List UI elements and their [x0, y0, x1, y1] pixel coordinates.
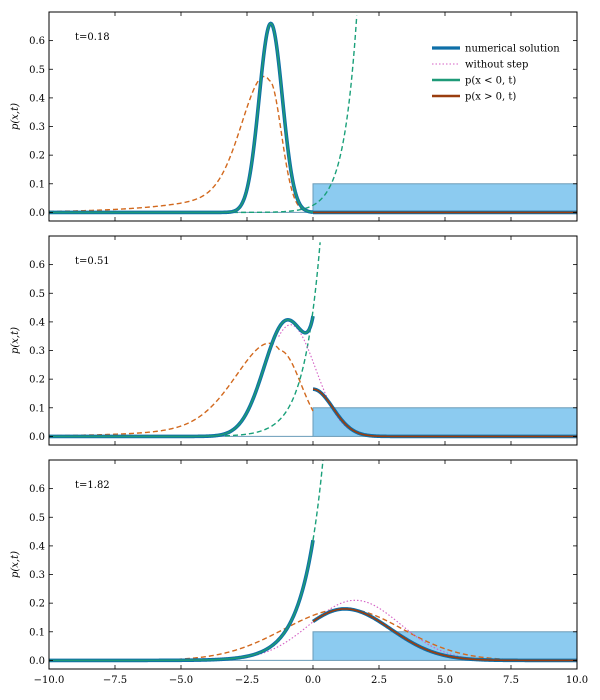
dashed-left-curve: [49, 342, 314, 437]
x-tick-label: −5.0: [169, 675, 193, 686]
y-axis-label: p(x,t): [10, 327, 21, 354]
y-tick-label: 0.5: [29, 513, 45, 524]
right-curve: [312, 608, 577, 662]
y-tick-label: 0.0: [29, 656, 45, 667]
time-label: t=0.18: [75, 32, 110, 43]
y-tick-label: 0.4: [29, 317, 45, 328]
y-tick-label: 0.6: [29, 260, 45, 271]
y-tick-label: 0.2: [29, 599, 45, 610]
y-tick-label: 0.1: [29, 627, 45, 638]
time-label: t=1.82: [75, 480, 110, 491]
x-tick-label: 5.0: [437, 675, 453, 686]
y-tick-label: 0.0: [29, 208, 45, 219]
y-tick-label: 0.3: [29, 346, 45, 357]
numerical-left: [49, 21, 314, 215]
legend: numerical solution without step p(x < 0, t…: [432, 44, 560, 103]
step-potential: [312, 183, 577, 213]
x-tick-label: 10.0: [566, 675, 588, 686]
dashed-left-curve: [49, 75, 314, 213]
x-tick-label: −2.5: [235, 675, 259, 686]
y-tick-label: 0.2: [29, 375, 45, 386]
y-tick-label: 0.2: [29, 151, 45, 162]
dashed-right-curve: [49, 15, 358, 214]
legend-label-numerical: numerical solution: [465, 44, 560, 55]
y-tick-label: 0.5: [29, 65, 45, 76]
plot-area: [49, 242, 577, 439]
dashed-right-curve: [312, 460, 324, 541]
x-tick-label: −7.5: [103, 675, 127, 686]
right-curve: [312, 388, 577, 438]
panel-2: 0.0 0.1 0.2 0.3 0.4 0.5 0.6 p(x,t) t=0.51: [10, 235, 578, 446]
panel-1: 0.0 0.1 0.2 0.3 0.4 0.5 0.6 p(x,t) t=0.18 numeric…: [10, 11, 578, 222]
y-tick-label: 0.6: [29, 36, 45, 47]
y-tick-label: 0.5: [29, 289, 45, 300]
y-tick-label: 0.4: [29, 93, 45, 104]
x-tick-label: −10.0: [34, 675, 65, 686]
y-tick-label: 0.1: [29, 403, 45, 414]
y-tick-label: 0.6: [29, 484, 45, 495]
left-curve: [49, 540, 314, 662]
left-curve: [49, 315, 314, 438]
x-tick-label: 7.5: [503, 675, 519, 686]
y-tick-label: 0.4: [29, 541, 45, 552]
legend-label-without_step: without step: [465, 60, 528, 71]
x-tick-label: 0.0: [305, 675, 321, 686]
y-axis-label: p(x,t): [10, 551, 21, 578]
legend-label-right: p(x > 0, t): [465, 92, 516, 103]
dashed-right-curve: [49, 242, 321, 438]
y-tick-label: 0.3: [29, 570, 45, 581]
y-axis-label: p(x,t): [10, 103, 21, 130]
left-curve: [49, 22, 314, 214]
plot-area: [49, 460, 577, 663]
legend-label-left: p(x < 0, t): [465, 76, 516, 87]
y-tick-label: 0.3: [29, 122, 45, 133]
time-label: t=0.51: [75, 256, 110, 267]
numerical-left: [49, 539, 315, 663]
dashed-left-curve: [49, 614, 314, 662]
plot-area: [49, 15, 577, 215]
panel-3: 0.0 0.1 0.2 0.3 0.4 0.5 0.6 −10.0 −7.5 −5.0 −2.5 0.…: [10, 459, 588, 686]
y-tick-label: 0.1: [29, 179, 45, 190]
y-tick-label: 0.0: [29, 432, 45, 443]
numerical-left: [49, 315, 315, 439]
x-tick-label: 2.5: [371, 675, 387, 686]
